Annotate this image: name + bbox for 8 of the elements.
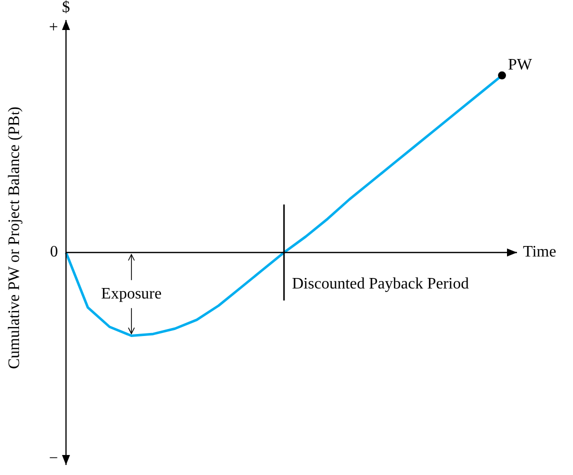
annotation: Discounted Payback Period [292,276,469,293]
text: + [48,19,58,36]
text: 0 [50,244,58,261]
annotation: Exposure [101,285,162,302]
x-axis-title: Time [523,244,556,261]
text: − [48,450,58,468]
series-label: PW [508,56,533,74]
text: $ [62,0,70,16]
